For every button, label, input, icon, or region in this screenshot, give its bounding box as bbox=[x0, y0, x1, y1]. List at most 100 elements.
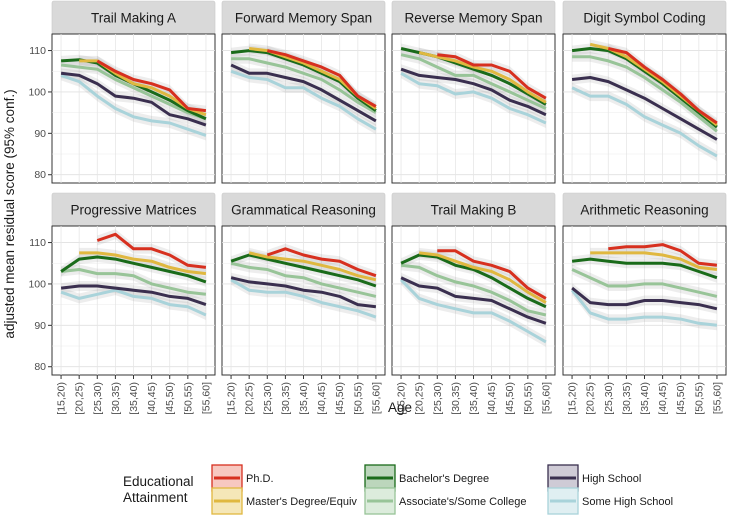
panel-trail-making-b: Trail Making B [15,20) [20,25) [25,30) [30,3… bbox=[391, 192, 556, 415]
panel-arithmetic-reasoning: Arithmetic Reasoning [15,20) [20,25) [25,30… bbox=[562, 192, 727, 415]
series-line-bachelors bbox=[571, 257, 718, 280]
series-line-masters bbox=[248, 251, 377, 282]
x-tick-label: [55,60] bbox=[200, 382, 212, 414]
ci-ribbon-associates bbox=[572, 51, 717, 137]
y-tick-label: 110 bbox=[29, 237, 46, 249]
ci-ribbon-bachelors bbox=[401, 43, 546, 110]
series-line-highschool bbox=[400, 67, 547, 117]
x-tick-label: [45,50) bbox=[675, 382, 687, 415]
series-line-bachelors bbox=[230, 49, 377, 112]
x-tick-label: [55,60] bbox=[540, 382, 552, 414]
y-axis-title: adjusted mean residual score (95% conf.) bbox=[2, 89, 17, 338]
series-line-associates bbox=[400, 263, 547, 317]
ci-ribbon-bachelors bbox=[231, 45, 376, 116]
legend-label: Associate's/Some College bbox=[399, 496, 526, 508]
x-tick-label: [40,45) bbox=[486, 382, 498, 415]
x-tick-label: [45,50) bbox=[334, 382, 346, 415]
series-line-somehs bbox=[400, 71, 547, 125]
series-line-somehs bbox=[230, 278, 377, 319]
x-tick-label: [35,40) bbox=[298, 382, 310, 415]
series-line-phd bbox=[437, 53, 547, 100]
ci-ribbon-somehs bbox=[401, 274, 546, 347]
x-tick-label: [20,25) bbox=[244, 382, 256, 415]
x-tick-label: [35,40) bbox=[468, 382, 480, 415]
x-tick-label: [50,55) bbox=[352, 382, 364, 415]
series-line-highschool bbox=[60, 284, 207, 307]
x-tick-label: [30,35) bbox=[110, 382, 122, 415]
legend-item-associates: Associate's/Some College bbox=[364, 487, 526, 515]
x-tick-label: [40,45) bbox=[657, 382, 669, 415]
x-axis-title: Age bbox=[388, 400, 412, 415]
x-tick-label: [50,55) bbox=[693, 382, 705, 415]
x-tick-label: [15,20) bbox=[567, 382, 579, 415]
series-line-associates bbox=[231, 57, 377, 114]
series-line-highschool bbox=[571, 76, 718, 141]
legend-title-line-1: Educational bbox=[123, 474, 194, 489]
legend-label: Bachelor's Degree bbox=[399, 473, 489, 485]
series-line-phd bbox=[608, 243, 718, 267]
series-line-bachelors bbox=[400, 253, 547, 309]
y-tick-label: 90 bbox=[34, 320, 46, 332]
panel-title: Digit Symbol Coding bbox=[583, 11, 705, 26]
series-line-phd bbox=[266, 247, 377, 278]
y-tick-label: 110 bbox=[29, 45, 46, 57]
series-line-bachelors bbox=[230, 253, 377, 288]
panel-title: Reverse Memory Span bbox=[404, 11, 542, 26]
series-line-phd bbox=[437, 249, 547, 300]
ci-ribbon-phd bbox=[437, 245, 546, 304]
series-line-highschool bbox=[400, 276, 547, 325]
series-line-somehs bbox=[400, 278, 547, 344]
legend-label: Some High School bbox=[582, 496, 673, 508]
series-line-associates bbox=[60, 268, 207, 296]
series-line-associates bbox=[400, 53, 547, 110]
x-tick-label: [55,60] bbox=[370, 382, 382, 414]
panel-title: Grammatical Reasoning bbox=[231, 203, 376, 218]
panel-digit-symbol-coding: Digit Symbol Coding bbox=[562, 0, 727, 184]
legend-label: High School bbox=[582, 473, 641, 485]
series-line-masters bbox=[79, 251, 207, 276]
legend-label: Master's Degree/Equiv bbox=[246, 496, 357, 508]
ci-ribbon-somehs bbox=[231, 274, 376, 322]
ci-ribbon-bachelors bbox=[61, 252, 206, 287]
x-tick-label: [30,35) bbox=[621, 382, 633, 415]
series-line-highschool bbox=[571, 286, 718, 311]
ci-ribbon-somehs bbox=[572, 82, 717, 162]
panel-grammatical-reasoning: Grammatical Reasoning [15,20) [20,25) [25,3… bbox=[221, 192, 386, 415]
series-line-phd bbox=[607, 47, 718, 125]
ci-ribbon-highschool bbox=[572, 72, 717, 145]
panel-title: Progressive Matrices bbox=[70, 203, 196, 218]
series-line-somehs bbox=[570, 289, 718, 327]
x-tick-label: [35,40) bbox=[128, 382, 140, 415]
x-tick-label: [40,45) bbox=[146, 382, 158, 415]
x-tick-label: [15,20) bbox=[56, 382, 68, 415]
y-tick-label: 80 bbox=[34, 361, 46, 373]
legend-keys: Ph.D. Master's Degree/Equiv Bachelor's Deg… bbox=[211, 464, 673, 515]
x-tick-label: [50,55) bbox=[182, 382, 194, 415]
x-tick-label: [50,55) bbox=[522, 382, 534, 415]
x-tick-label: [20,25) bbox=[414, 382, 426, 415]
y-tick-label: 80 bbox=[34, 169, 46, 181]
panel-title: Forward Memory Span bbox=[235, 11, 372, 26]
series-line-associates bbox=[60, 63, 207, 121]
panel-reverse-memory-span: Reverse Memory Span bbox=[391, 0, 556, 184]
series-line-associates bbox=[571, 268, 718, 298]
legend-item-somehs: Some High School bbox=[547, 487, 673, 515]
series-line-masters bbox=[419, 251, 547, 304]
panel-progressive-matrices: Progressive Matrices 80 90 100 110 [15,20) [20… bbox=[28, 192, 216, 415]
series-line-phd bbox=[96, 232, 207, 269]
series-line-bachelors bbox=[60, 255, 207, 284]
x-tick-label: [25,30) bbox=[603, 382, 615, 415]
ci-ribbon-highschool bbox=[231, 60, 376, 126]
series-line-somehs bbox=[230, 69, 377, 131]
ci-ribbon-bachelors bbox=[61, 54, 206, 124]
series-line-phd bbox=[96, 59, 207, 113]
x-tick-label: [25,30) bbox=[262, 382, 274, 415]
panel-title: Trail Making A bbox=[91, 11, 176, 26]
x-tick-label: [25,30) bbox=[92, 382, 104, 415]
x-tick-label: [20,25) bbox=[74, 382, 86, 415]
series-line-associates bbox=[230, 261, 377, 298]
x-tick-label: [20,25) bbox=[585, 382, 597, 415]
series-line-bachelors bbox=[571, 47, 718, 129]
legend-title-line-2: Attainment bbox=[123, 490, 188, 505]
